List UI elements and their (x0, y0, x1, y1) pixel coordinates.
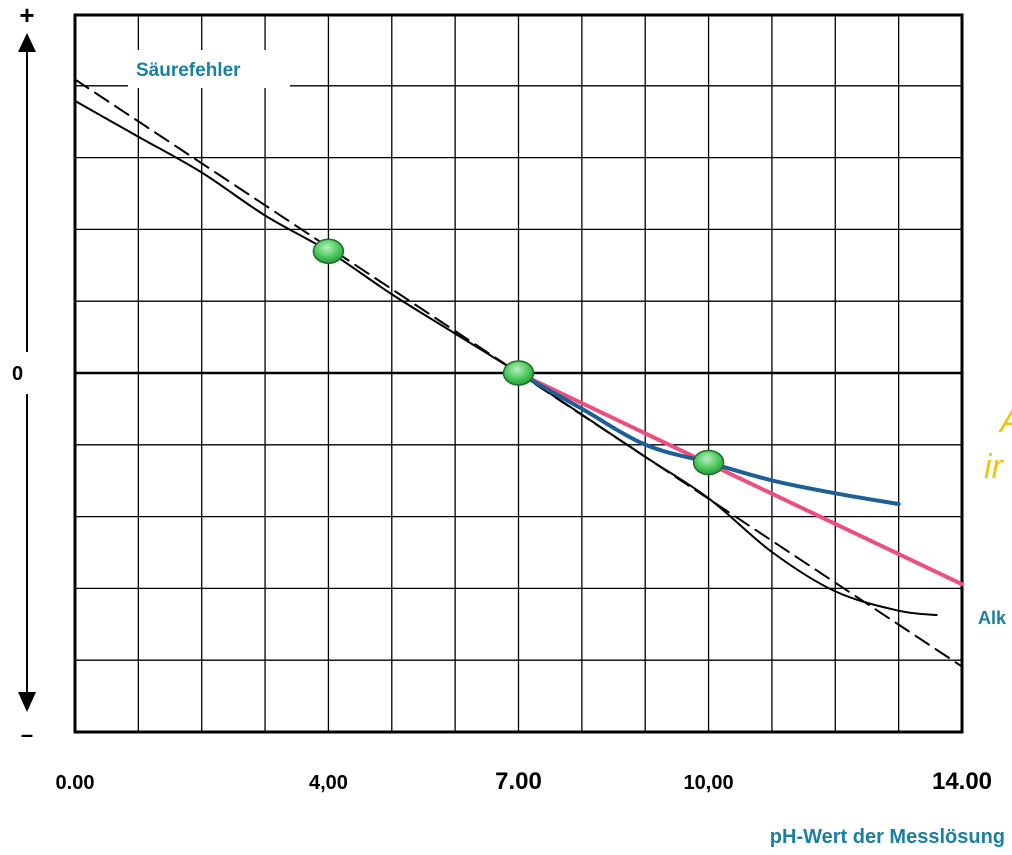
measured-curve (74, 99, 938, 617)
annotation-backdrop (973, 600, 1012, 634)
calibration-point (692, 449, 725, 476)
x-tick-label: 4,00 (309, 772, 348, 794)
calibration-point (312, 238, 345, 265)
calibration-line-pink (516, 371, 964, 587)
calibration-points (312, 238, 725, 476)
labels-layer: 0.00 4,00 7.00 10,00 14.00 pH-Wert der Messlö… (56, 50, 1012, 848)
alkalifehler-annotation: Alk (978, 608, 1007, 628)
x-tick-label: 0.00 (56, 772, 95, 794)
x-tick-label: 14.00 (932, 768, 992, 795)
y-axis-plus-label: + (19, 0, 34, 30)
x-axis-title: pH-Wert der Messlösung (770, 826, 1005, 848)
yellow-annotation-line1: A (998, 402, 1012, 440)
calibration-point (502, 360, 535, 386)
yellow-annotation-line2: ir (984, 448, 1005, 486)
y-axis-arrow-up-icon (18, 33, 36, 52)
y-axis-minus-label: – (21, 722, 33, 747)
y-axis: +0 – (12, 0, 36, 747)
x-tick-label: 7.00 (495, 768, 542, 795)
y-axis-arrow-down-icon (18, 692, 36, 712)
annotation-backdrop (128, 50, 290, 88)
saeurefehler-annotation: Säurefehler (136, 60, 241, 81)
x-tick-label: 10,00 (684, 772, 734, 794)
plot-frame (73, 13, 964, 734)
y-axis-zero-label: 0 (12, 363, 23, 385)
